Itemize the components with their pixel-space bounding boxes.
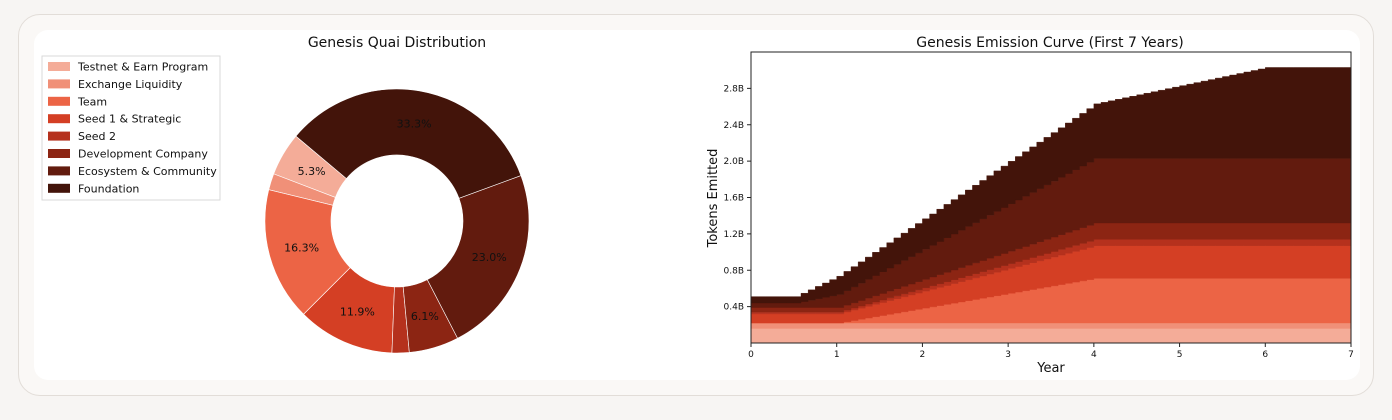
x-tick-label: 5 [1177,350,1183,360]
pie-labels: 5.3% 16.3% 11.9% 6.1% 23.0% 33.3% [284,117,507,323]
legend-label: Exchange Liquidity [78,78,183,91]
y-tick-label: 0.8B [724,266,745,276]
area-layer-1 [750,322,1352,329]
pie-slice-label: 11.9% [340,306,375,319]
area-layers [750,67,1352,344]
pie-chart: Genesis Quai Distribution 5.3% 16.3% 11.9%… [41,35,530,354]
legend-items: Testnet & Earn Program Exchange Liquidity… [48,61,217,195]
area-chart: Genesis Emission Curve (First 7 Years) 0… [706,35,1354,376]
legend-label: Ecosystem & Community [78,165,217,178]
area-layer-7 [750,67,1352,304]
x-tick-label: 6 [1262,350,1268,360]
pie-slice-label: 16.3% [284,242,319,255]
x-ticks: 0 1 2 3 4 5 6 7 [748,343,1354,360]
pie-slice-6 [426,175,530,339]
area-layer-0 [750,328,1352,344]
area-title: Genesis Emission Curve (First 7 Years) [916,35,1184,51]
pie-slices [264,88,530,354]
x-tick-label: 0 [748,350,754,360]
pie-slice-7 [295,88,522,199]
x-axis-label: Year [1036,361,1065,376]
pie-slice-2 [264,189,351,315]
legend-swatch [48,166,70,176]
legend-swatch [48,183,70,193]
legend-label: Foundation [78,182,139,195]
legend-swatch [48,131,70,141]
y-axis-label: Tokens Emitted [706,149,721,249]
legend-label: Seed 2 [78,130,116,143]
x-tick-label: 1 [834,350,840,360]
pie-slice-label: 23.0% [472,251,507,264]
pie-slice-label: 6.1% [411,310,439,323]
legend-swatch [48,96,70,106]
y-tick-label: 2.8B [724,84,745,94]
y-tick-label: 2.4B [724,121,745,131]
y-tick-label: 2.0B [724,157,745,167]
legend-label: Seed 1 & Strategic [78,113,181,126]
legend-swatch [48,62,70,71]
legend-swatch [48,114,70,124]
x-tick-label: 7 [1348,350,1354,360]
legend-label: Team [77,95,107,108]
x-tick-label: 2 [920,350,926,360]
x-tick-label: 3 [1005,350,1011,360]
legend-label: Testnet & Earn Program [77,61,208,74]
y-tick-label: 1.6B [724,194,745,204]
legend-label: Development Company [78,148,208,161]
y-tick-label: 0.4B [724,303,745,313]
pie-slice-label: 5.3% [298,165,326,178]
pie-legend: Testnet & Earn Program Exchange Liquidity… [41,55,221,201]
y-tick-label: 1.2B [724,230,745,240]
x-tick-label: 4 [1091,350,1097,360]
pie-title: Genesis Quai Distribution [308,35,486,51]
legend-swatch [48,79,70,89]
legend-box [41,55,221,201]
pie-slice-label: 33.3% [397,117,432,130]
legend-swatch [48,149,70,158]
y-ticks: 0.4B 0.8B 1.2B 1.6B 2.0B 2.4B 2.8B [724,84,751,313]
